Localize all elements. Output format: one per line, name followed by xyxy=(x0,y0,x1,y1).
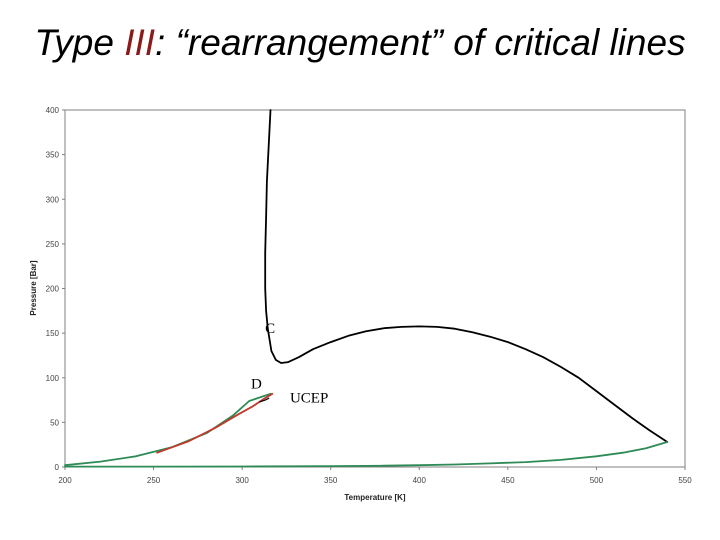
x-tick-label: 550 xyxy=(678,476,692,485)
y-tick-label: 250 xyxy=(46,240,60,249)
title-highlight: III xyxy=(124,22,156,63)
x-tick-label: 400 xyxy=(413,476,427,485)
y-tick-label: 150 xyxy=(46,329,60,338)
plot-area xyxy=(64,109,686,468)
critical-lines xyxy=(64,109,669,468)
y-axis-ticks: 0 50 100 150 200 250 300 350 400 xyxy=(46,106,65,472)
y-axis-label: Pressure [Bar] xyxy=(29,260,38,315)
y-tick-label: 100 xyxy=(46,374,60,383)
slide-title: Type III: “rearrangement” of critical li… xyxy=(0,22,720,64)
x-axis-ticks: 200 250 300 350 400 450 500 550 xyxy=(58,467,692,485)
y-tick-label: 400 xyxy=(46,106,60,115)
y-tick-label: 300 xyxy=(46,195,60,204)
annotation-c: C xyxy=(265,321,275,337)
title-suffix: : “rearrangement” of critical lines xyxy=(155,22,686,63)
x-tick-label: 450 xyxy=(501,476,515,485)
annotation-d: D xyxy=(251,376,262,392)
title-prefix: Type xyxy=(34,22,125,63)
y-tick-label: 200 xyxy=(46,285,60,294)
series-line-2 xyxy=(156,392,274,454)
y-tick-label: 0 xyxy=(55,463,60,472)
x-tick-label: 300 xyxy=(235,476,249,485)
chart-annotations: C D UCEP xyxy=(251,321,328,407)
x-tick-label: 200 xyxy=(58,476,72,485)
x-tick-label: 350 xyxy=(324,476,338,485)
x-tick-label: 250 xyxy=(147,476,161,485)
x-axis-label: Temperature [K] xyxy=(344,493,406,502)
annotation-ucep: UCEP xyxy=(290,391,328,407)
y-tick-label: 350 xyxy=(46,151,60,160)
series-line-4 xyxy=(259,397,270,403)
x-tick-label: 500 xyxy=(590,476,604,485)
series-line-0 xyxy=(264,109,669,443)
series-line-3 xyxy=(64,441,669,468)
y-tick-label: 50 xyxy=(50,418,59,427)
